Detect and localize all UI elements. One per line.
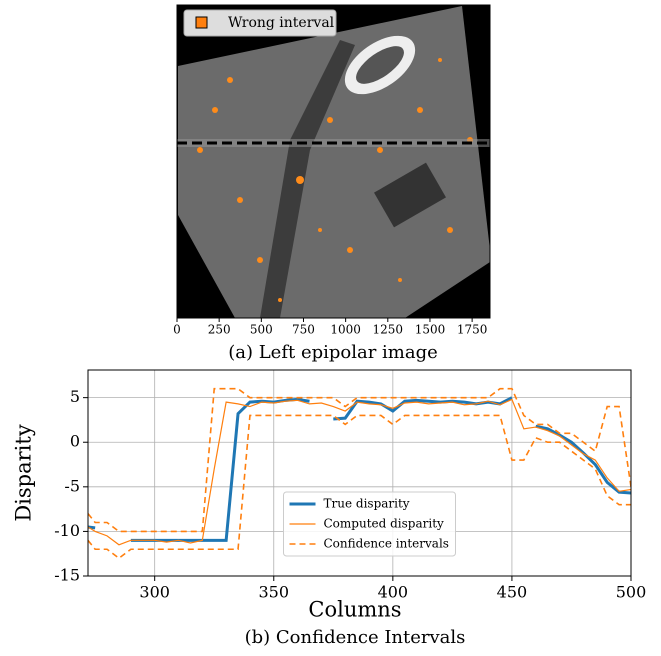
legend-label: Computed disparity xyxy=(324,517,445,531)
y-tick-label: -5 xyxy=(64,476,80,495)
y-axis-label: Disparity xyxy=(12,424,36,521)
image-legend: Wrong interval xyxy=(184,10,336,36)
x-tick-label: 450 xyxy=(497,583,528,602)
x-tick-label: 750 xyxy=(292,323,315,337)
y-tick-label: -15 xyxy=(54,566,80,585)
x-axis-label: Columns xyxy=(308,598,401,622)
image-axis: 0 250 500 750 1000 1250 1500 1750 xyxy=(173,318,487,337)
x-tick-label: 1750 xyxy=(457,323,488,337)
x-tick-label: 500 xyxy=(616,583,647,602)
y-tick-label: 0 xyxy=(70,432,80,451)
caption: (a) Left epipolar image xyxy=(228,342,438,363)
legend-label: Wrong interval xyxy=(228,15,335,31)
caption: (b) Confidence Intervals xyxy=(245,627,466,648)
satellite-image xyxy=(177,5,490,318)
x-tick-label: 1500 xyxy=(415,323,446,337)
legend-label: True disparity xyxy=(324,497,410,511)
figure: Wrong interval 0 250 500 750 1000 1250 1500 175… xyxy=(0,0,661,652)
x-tick-label: 0 xyxy=(173,323,181,337)
x-tick-label: 300 xyxy=(139,583,170,602)
x-tick-label: 500 xyxy=(250,323,273,337)
x-tick-label: 350 xyxy=(258,583,289,602)
x-tick-label: 1250 xyxy=(373,323,404,337)
y-tick-label: 5 xyxy=(70,387,80,406)
y-tick-label: -10 xyxy=(54,521,80,540)
legend-label: Confidence intervals xyxy=(324,537,449,551)
legend-swatch xyxy=(196,17,207,28)
x-tick-label: 1000 xyxy=(330,323,361,337)
x-tick-label: 250 xyxy=(208,323,231,337)
